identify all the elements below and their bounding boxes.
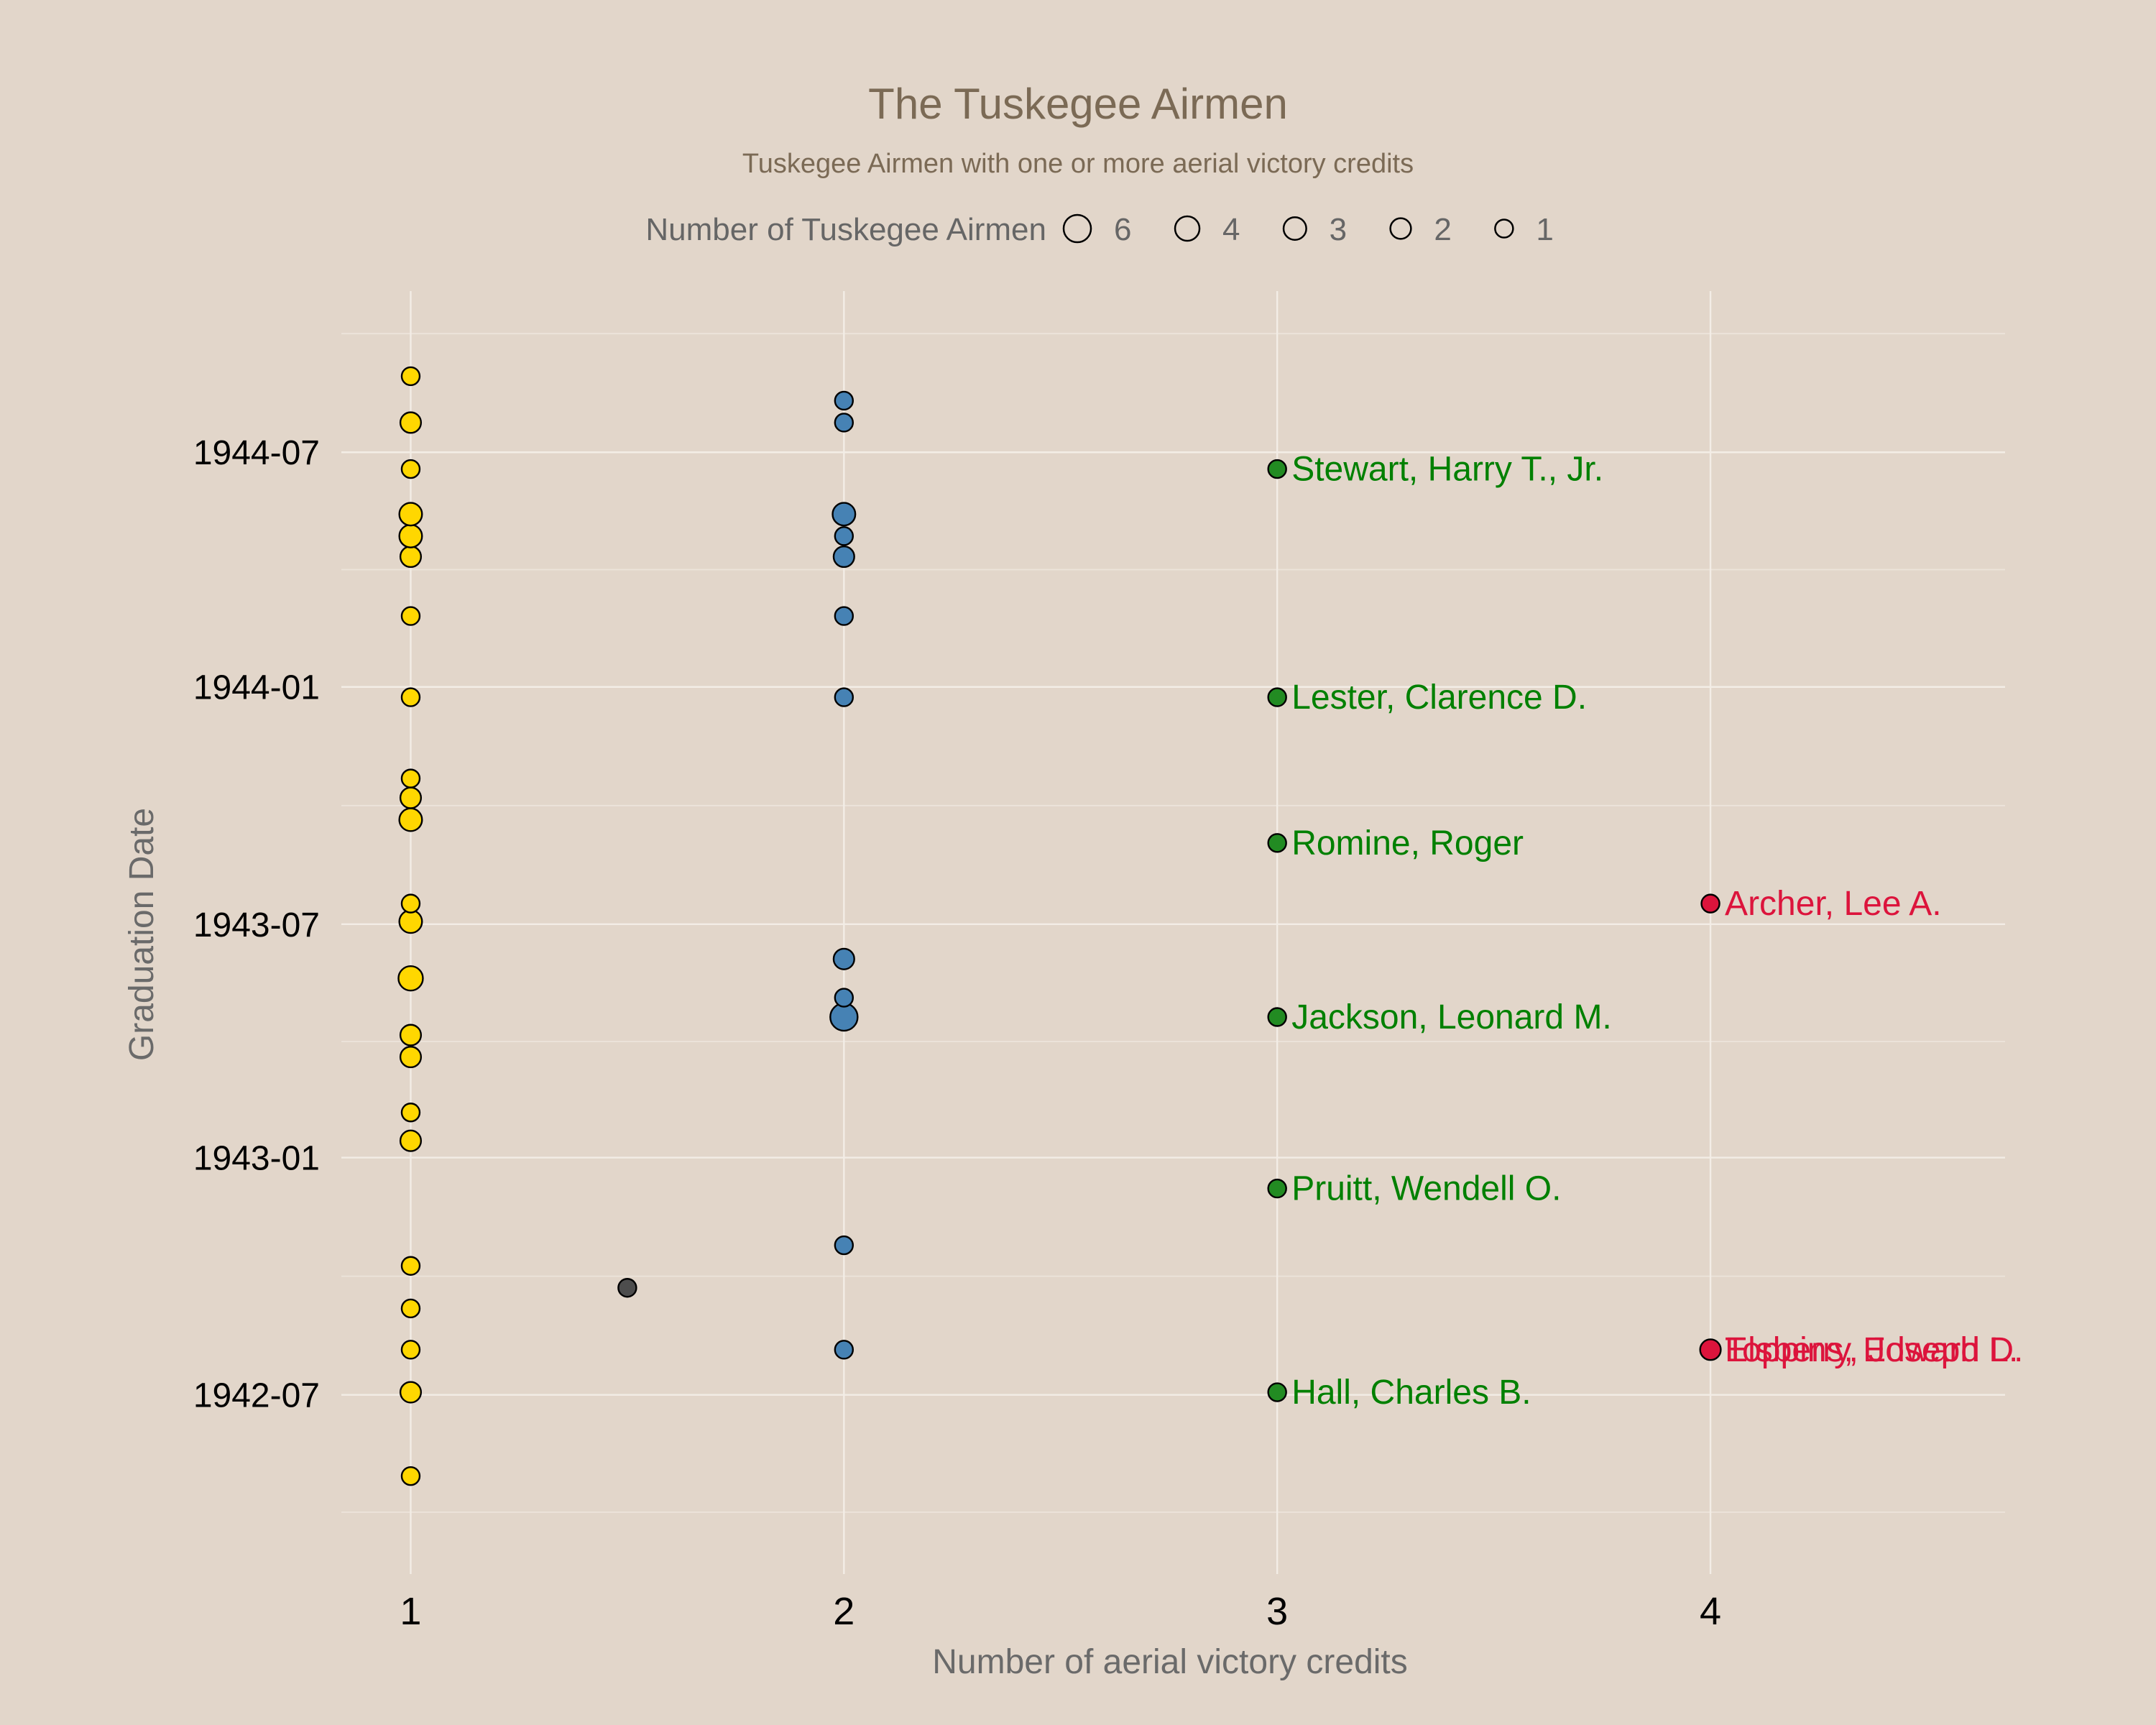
grid <box>341 291 2005 1574</box>
point-label: Toppins, Edward L. <box>1725 1331 2018 1369</box>
point-label: Archer, Lee A. <box>1725 885 1942 923</box>
x-tick-label: 1 <box>400 1590 421 1633</box>
data-point <box>834 413 854 433</box>
data-point <box>834 1340 854 1360</box>
data-point <box>400 1103 421 1123</box>
data-point <box>400 606 421 626</box>
data-point <box>398 502 423 527</box>
x-axis: 1 2 3 4 <box>400 1590 1721 1633</box>
data-point <box>1267 1178 1287 1199</box>
y-tick-label: 1944-01 <box>193 669 320 707</box>
data-point <box>617 1278 637 1298</box>
point-label: Elsberry, Joseph D. <box>1725 1331 2023 1369</box>
data-point <box>832 947 855 970</box>
data-point <box>399 1046 423 1069</box>
data-point <box>400 1298 421 1319</box>
data-point <box>399 1381 423 1404</box>
data-point <box>399 1024 423 1046</box>
legend: Number of Tuskegee Airmen 6 4 3 2 1 <box>645 212 1553 247</box>
y-axis-label: Graduation Date <box>123 808 161 1061</box>
data-point <box>398 909 423 934</box>
data-point <box>400 459 421 479</box>
legend-size-label: 6 <box>1114 212 1131 247</box>
data-point <box>1267 459 1287 479</box>
data-point <box>1267 1382 1287 1402</box>
data-point <box>831 502 857 527</box>
legend-size-key <box>1062 213 1092 244</box>
point-label: Pruitt, Wendell O. <box>1291 1170 1561 1208</box>
chart-title: The Tuskegee Airmen <box>868 80 1288 128</box>
data-point <box>399 411 423 434</box>
data-point <box>400 1256 421 1276</box>
data-point <box>834 1235 854 1256</box>
x-axis-label: Number of aerial victory credits <box>932 1643 1408 1681</box>
x-tick-label: 3 <box>1266 1590 1288 1633</box>
legend-size-label: 4 <box>1222 212 1240 247</box>
x-tick-label: 4 <box>1700 1590 1721 1633</box>
data-point <box>1267 833 1287 853</box>
point-label: Jackson, Leonard M. <box>1291 998 1612 1036</box>
data-point <box>1267 1007 1287 1027</box>
y-tick-label: 1943-07 <box>193 906 320 944</box>
data-point <box>832 545 855 569</box>
data-point <box>397 965 424 992</box>
legend-size-key <box>1282 216 1307 242</box>
point-labels: Hall, Charles B. Pruitt, Wendell O. Jackso… <box>1291 451 2023 1412</box>
data-point <box>400 893 421 914</box>
point-label: Hall, Charles B. <box>1291 1374 1531 1412</box>
data-point <box>400 687 421 707</box>
data-point <box>834 988 854 1008</box>
data-point <box>399 786 423 809</box>
point-label: Lester, Clarence D. <box>1291 678 1587 717</box>
data-point <box>834 687 854 707</box>
y-tick-label: 1944-07 <box>193 434 320 472</box>
data-points <box>397 366 1722 1486</box>
data-point <box>399 545 423 569</box>
legend-size-key <box>1494 218 1514 239</box>
data-point <box>398 807 423 832</box>
legend-size-key <box>1174 215 1201 242</box>
data-point <box>400 366 421 387</box>
data-point <box>400 1340 421 1360</box>
x-tick-label: 2 <box>833 1590 854 1633</box>
data-point <box>399 1129 423 1152</box>
data-point <box>1699 1338 1722 1361</box>
data-point <box>834 606 854 626</box>
chart-subtitle: Tuskegee Airmen with one or more aerial … <box>742 149 1414 179</box>
y-tick-label: 1942-07 <box>193 1377 320 1415</box>
point-label: Romine, Roger <box>1291 824 1524 862</box>
y-axis: 1942-07 1943-01 1943-07 1944-01 1944-07 <box>193 434 320 1414</box>
data-point <box>400 1466 421 1486</box>
y-tick-label: 1943-01 <box>193 1140 320 1178</box>
data-point <box>400 768 421 788</box>
data-point <box>834 390 854 411</box>
legend-size-label: 2 <box>1434 212 1451 247</box>
data-point <box>1700 893 1720 914</box>
legend-size-label: 3 <box>1330 212 1347 247</box>
legend-title: Number of Tuskegee Airmen <box>645 212 1046 247</box>
legend-size-key <box>1389 217 1412 240</box>
point-label: Stewart, Harry T., Jr. <box>1291 451 1603 489</box>
legend-size-label: 1 <box>1536 212 1553 247</box>
data-point <box>834 526 854 546</box>
data-point <box>1267 687 1287 707</box>
data-point <box>398 523 423 548</box>
